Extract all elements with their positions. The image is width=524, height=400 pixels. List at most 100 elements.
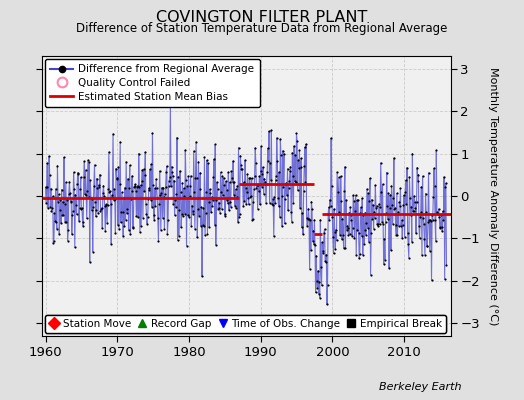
- Point: [219, 192, 227, 199]
- Point: [329, 250, 337, 256]
- Point: [250, 173, 259, 180]
- Point: [384, 216, 392, 222]
- Point: [131, 181, 139, 187]
- Point: [405, 174, 413, 180]
- Point: [347, 212, 355, 218]
- Point: [415, 223, 423, 230]
- Point: [439, 208, 447, 214]
- Point: [375, 221, 384, 227]
- Point: [62, 179, 70, 186]
- Point: [151, 185, 159, 191]
- Point: [42, 200, 50, 206]
- Point: [391, 204, 399, 211]
- Point: [89, 204, 97, 210]
- Point: [434, 206, 443, 212]
- Point: [355, 255, 364, 262]
- Point: [361, 227, 369, 233]
- Point: [300, 163, 309, 170]
- Point: [96, 172, 104, 178]
- Point: [59, 212, 68, 218]
- Point: [46, 172, 54, 178]
- Point: [222, 186, 231, 193]
- Point: [426, 217, 434, 223]
- Point: [260, 181, 269, 187]
- Point: [265, 128, 273, 134]
- Point: [368, 216, 377, 222]
- Point: [254, 206, 262, 212]
- Point: [110, 186, 118, 192]
- Point: [189, 210, 198, 217]
- Point: [98, 225, 106, 231]
- Point: [311, 242, 319, 248]
- Point: [326, 196, 334, 203]
- Point: [152, 185, 161, 192]
- Point: [109, 131, 117, 137]
- Point: [194, 206, 202, 212]
- Point: [235, 211, 244, 217]
- Point: [228, 175, 236, 181]
- Point: [277, 152, 285, 158]
- Point: [347, 216, 356, 223]
- Point: [113, 174, 122, 181]
- Point: [187, 173, 195, 179]
- Point: [383, 169, 391, 176]
- Point: [245, 201, 253, 208]
- Point: [376, 204, 384, 210]
- Point: [45, 195, 53, 201]
- Point: [92, 207, 101, 213]
- Point: [299, 188, 308, 194]
- Point: [395, 222, 403, 229]
- Point: [71, 192, 80, 198]
- Point: [184, 173, 192, 180]
- Point: [367, 230, 375, 237]
- Point: [100, 192, 108, 199]
- Point: [358, 252, 367, 258]
- Point: [88, 207, 96, 214]
- Point: [206, 190, 215, 196]
- Point: [429, 194, 438, 200]
- Point: [234, 218, 242, 225]
- Point: [416, 214, 424, 220]
- Point: [162, 168, 170, 175]
- Point: [117, 209, 126, 215]
- Point: [354, 229, 363, 236]
- Point: [345, 231, 354, 238]
- Point: [195, 186, 204, 192]
- Point: [80, 158, 89, 165]
- Point: [133, 184, 141, 191]
- Point: [305, 266, 314, 272]
- Point: [238, 181, 247, 188]
- Point: [75, 205, 84, 212]
- Point: [309, 228, 318, 234]
- Point: [67, 198, 75, 205]
- Point: [140, 171, 149, 178]
- Point: [396, 202, 404, 209]
- Point: [369, 226, 378, 232]
- Point: [233, 193, 241, 200]
- Point: [157, 190, 166, 196]
- Point: [106, 188, 114, 194]
- Point: [208, 203, 216, 210]
- Point: [423, 242, 432, 249]
- Point: [185, 214, 193, 220]
- Point: [256, 168, 265, 174]
- Point: [187, 222, 195, 229]
- Point: [321, 258, 330, 264]
- Point: [185, 192, 194, 199]
- Point: [387, 182, 396, 189]
- Point: [386, 192, 395, 198]
- Point: [311, 289, 320, 296]
- Point: [377, 160, 385, 166]
- Text: Berkeley Earth: Berkeley Earth: [379, 382, 461, 392]
- Point: [264, 157, 272, 164]
- Point: [192, 139, 200, 145]
- Point: [322, 259, 330, 265]
- Point: [341, 164, 349, 170]
- Point: [378, 219, 386, 225]
- Point: [385, 265, 394, 272]
- Point: [238, 166, 246, 172]
- Point: [141, 149, 149, 155]
- Point: [156, 192, 165, 198]
- Point: [243, 171, 252, 177]
- Point: [181, 211, 189, 217]
